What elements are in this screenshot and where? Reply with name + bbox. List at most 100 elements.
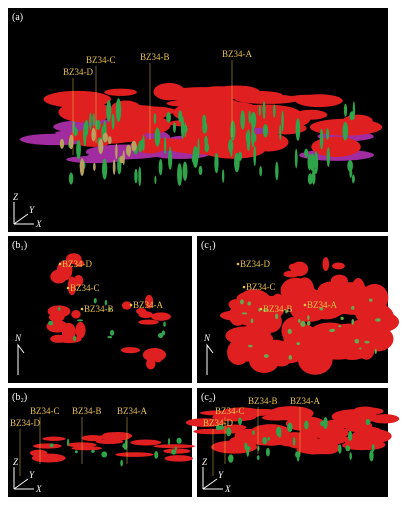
blob (200, 428, 247, 434)
blob (311, 136, 361, 158)
blob (271, 350, 292, 367)
blob (130, 439, 162, 446)
blob (279, 124, 282, 141)
blob (256, 455, 260, 460)
blob (58, 101, 113, 123)
blob (250, 111, 257, 129)
blob (281, 110, 284, 132)
axes-icon (13, 467, 34, 490)
blob (221, 169, 225, 183)
blob (349, 414, 369, 429)
axis-label: Y (29, 205, 35, 215)
blob (198, 165, 203, 176)
blob (121, 301, 132, 310)
blob (314, 331, 332, 348)
blob (142, 347, 167, 362)
blob (275, 161, 279, 181)
blob (103, 431, 133, 440)
blob (59, 138, 65, 149)
blob (349, 111, 355, 121)
blob (204, 142, 210, 153)
blob (351, 306, 355, 310)
blob (298, 318, 301, 323)
blob (71, 310, 81, 319)
well-label: BZ34-D (63, 67, 93, 77)
blob (98, 138, 104, 155)
blob (166, 111, 171, 123)
blob (262, 436, 268, 445)
well-dot (303, 303, 307, 307)
blob (215, 424, 220, 431)
blob (295, 451, 301, 458)
blob (228, 139, 234, 153)
well-label: BZ34-A (117, 406, 147, 416)
blob (89, 112, 92, 131)
blob (296, 342, 301, 346)
blob (375, 318, 381, 322)
blob (262, 309, 268, 312)
blob (164, 455, 193, 462)
blob (257, 445, 260, 451)
blob (140, 138, 144, 149)
blob (246, 129, 251, 152)
blob (180, 116, 185, 139)
blob (300, 320, 306, 327)
well-label: BZ34-B (84, 304, 114, 314)
blob (167, 437, 171, 446)
blob (364, 340, 370, 344)
well-dot (129, 303, 133, 307)
blob (134, 168, 138, 184)
blob (371, 444, 375, 452)
axis-label: Z (13, 457, 19, 467)
blob (50, 269, 68, 284)
panel-label: (b₁) (12, 240, 27, 251)
blob (65, 253, 82, 265)
blob (71, 446, 103, 451)
well-label: BZ34-D (10, 418, 40, 428)
blob (138, 311, 153, 319)
blob (240, 110, 246, 130)
well-dot (80, 307, 84, 311)
well-label: BZ34-B (263, 304, 293, 314)
blob (268, 406, 314, 421)
blob (120, 459, 123, 467)
blob (227, 339, 250, 366)
blob (307, 315, 310, 320)
well-dot (242, 285, 246, 289)
blob (351, 318, 355, 325)
blob (330, 274, 348, 287)
axis-label: Z (202, 457, 208, 467)
blob (262, 101, 266, 120)
blob (283, 436, 309, 445)
blob (68, 172, 74, 185)
well-label: BZ34-D (62, 259, 92, 269)
blob (323, 417, 328, 429)
north-icon (206, 343, 214, 375)
blob (330, 328, 336, 332)
blob (73, 335, 76, 342)
blob (101, 451, 108, 458)
blob (304, 148, 309, 158)
panel-label: (c₂) (201, 392, 216, 403)
blob (115, 98, 122, 123)
blob (154, 127, 161, 147)
blob (313, 151, 319, 174)
well-dot (236, 262, 240, 266)
blob (325, 297, 360, 309)
blob (322, 257, 330, 271)
blob (287, 422, 293, 433)
blob (351, 174, 355, 184)
blob (163, 448, 191, 454)
north-label: N (14, 333, 22, 343)
blob (131, 140, 137, 152)
blob (338, 444, 342, 454)
blob (228, 454, 234, 463)
blob (238, 417, 242, 426)
blob (120, 347, 141, 354)
blob (258, 105, 261, 117)
axis-label: X (224, 484, 231, 494)
blob (107, 335, 113, 339)
blob (307, 173, 313, 185)
blob (244, 346, 271, 364)
